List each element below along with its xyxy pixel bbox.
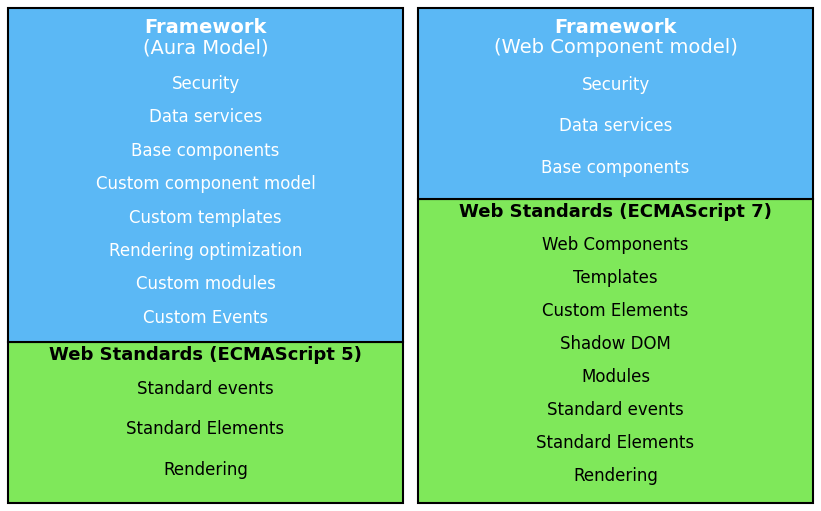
Text: Shadow DOM: Shadow DOM: [560, 335, 671, 353]
Text: Modules: Modules: [581, 368, 650, 386]
Text: Security: Security: [581, 76, 649, 94]
Text: Custom component model: Custom component model: [95, 175, 315, 193]
Text: Templates: Templates: [573, 269, 658, 287]
Text: Framework: Framework: [554, 18, 677, 37]
Text: Data services: Data services: [559, 118, 672, 135]
Bar: [8, 342, 403, 503]
Bar: [8, 8, 403, 342]
Text: Security: Security: [172, 75, 240, 93]
Text: Standard events: Standard events: [547, 401, 684, 419]
Text: Base components: Base components: [541, 158, 690, 177]
Text: Standard events: Standard events: [137, 380, 274, 398]
Text: Standard Elements: Standard Elements: [126, 421, 285, 438]
Text: Data services: Data services: [149, 108, 262, 126]
Text: Standard Elements: Standard Elements: [536, 434, 695, 452]
Bar: [418, 8, 813, 199]
Text: (Web Component model): (Web Component model): [493, 38, 737, 57]
Text: Base components: Base components: [131, 142, 280, 160]
Text: Custom modules: Custom modules: [135, 275, 275, 293]
Bar: [418, 199, 813, 503]
Text: Web Components: Web Components: [542, 236, 689, 253]
Text: Custom Events: Custom Events: [143, 309, 268, 327]
Text: Rendering: Rendering: [573, 467, 658, 485]
Text: Framework: Framework: [144, 18, 267, 37]
Text: Custom Elements: Custom Elements: [543, 301, 689, 320]
Text: (Aura Model): (Aura Model): [143, 38, 268, 57]
Text: Custom templates: Custom templates: [129, 208, 282, 226]
Text: Rendering: Rendering: [163, 461, 248, 479]
Text: Web Standards (ECMAScript 5): Web Standards (ECMAScript 5): [49, 346, 362, 364]
Text: Rendering optimization: Rendering optimization: [109, 242, 302, 260]
Text: Web Standards (ECMAScript 7): Web Standards (ECMAScript 7): [459, 202, 772, 221]
